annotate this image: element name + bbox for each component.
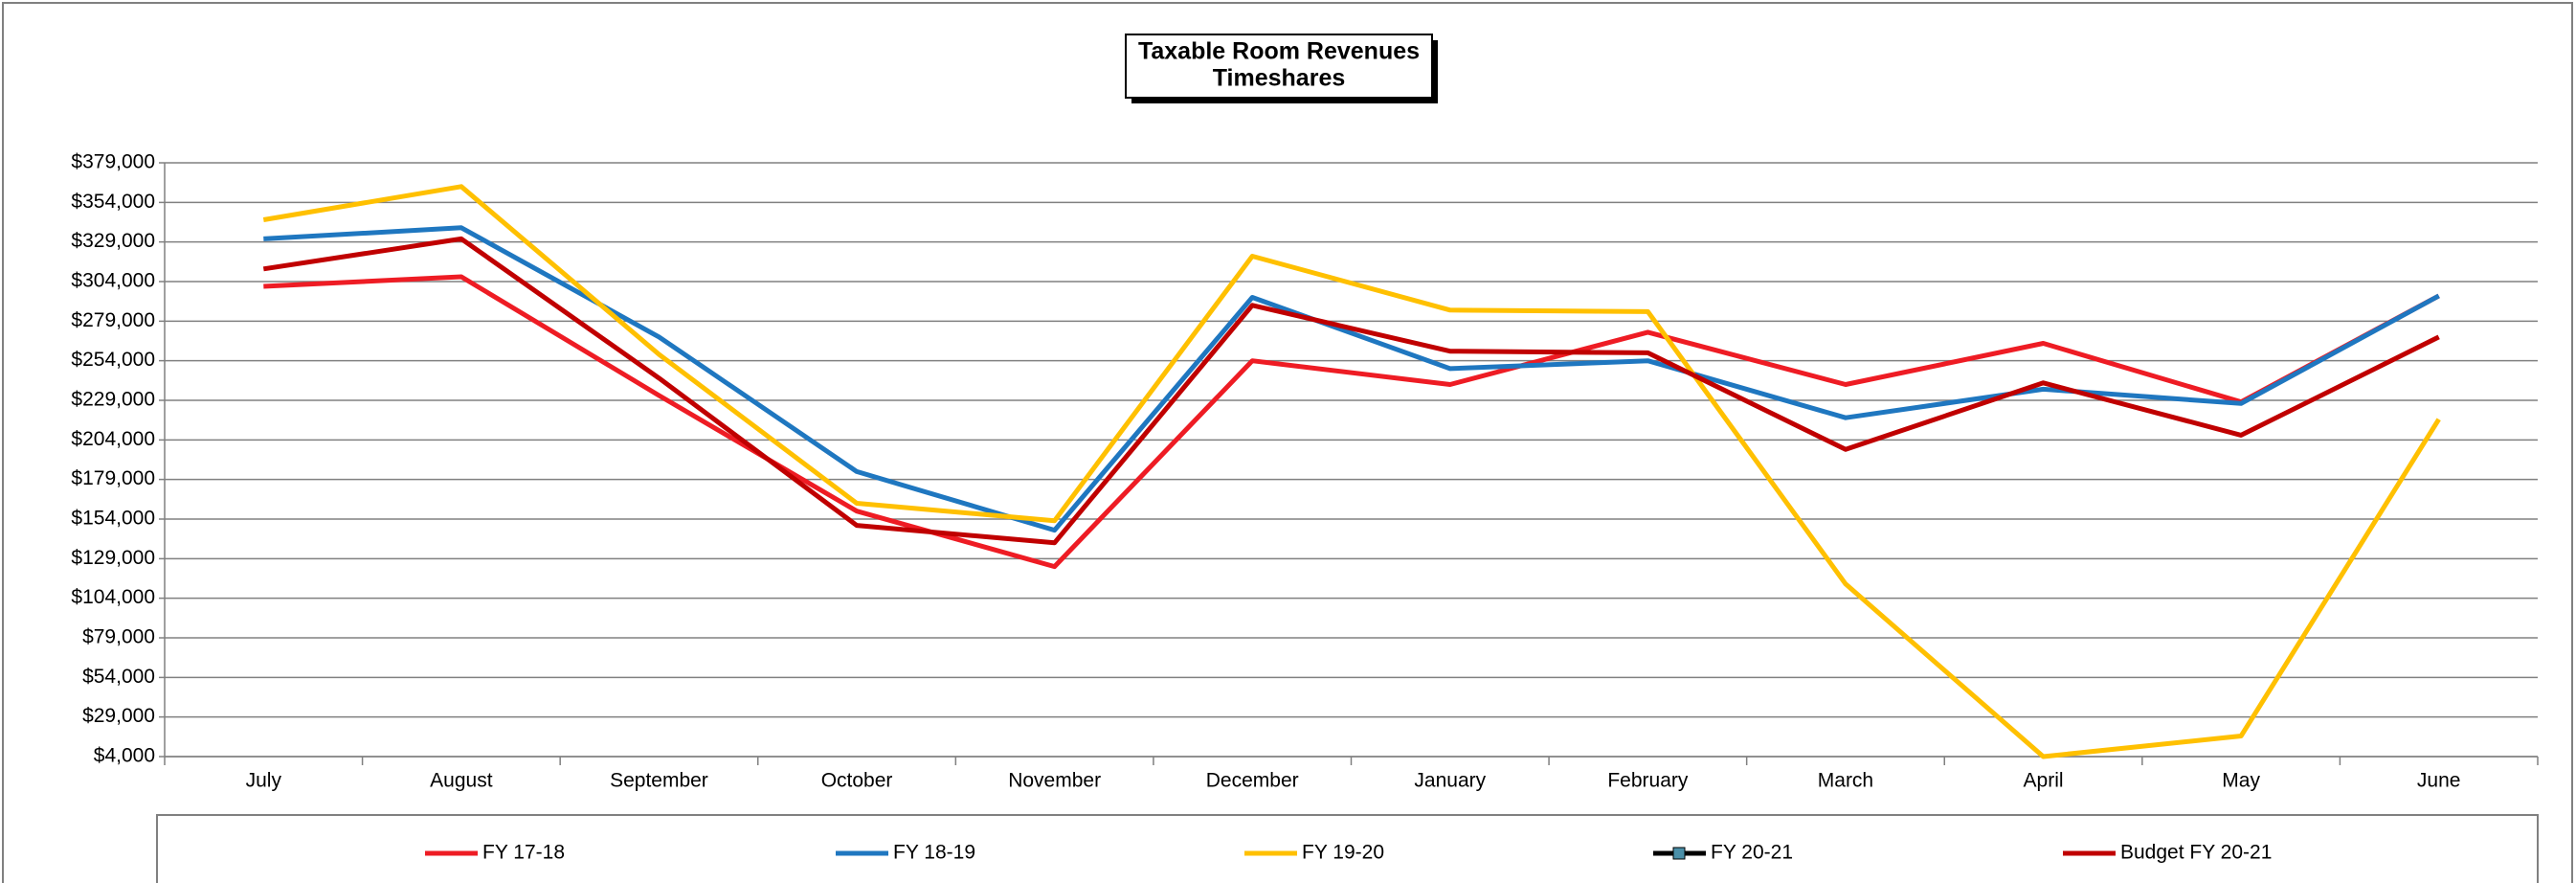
x-tick-label: July [246, 770, 282, 792]
y-tick-label: $154,000 [71, 508, 155, 530]
x-tick-label: April [2024, 770, 2064, 792]
legend-label: FY 17-18 [482, 842, 565, 864]
y-tick-label: $204,000 [71, 428, 155, 450]
y-tick-label: $104,000 [71, 586, 155, 608]
legend-label: FY 18-19 [893, 842, 975, 864]
y-tick-label: $79,000 [82, 626, 155, 648]
y-tick-label: $179,000 [71, 467, 155, 489]
y-tick-label: $29,000 [82, 705, 155, 727]
y-tick-label: $54,000 [82, 666, 155, 688]
x-tick-label: February [1607, 770, 1689, 792]
x-tick-label: October [821, 770, 893, 792]
title-box [1125, 34, 1433, 99]
legend-marker [1672, 847, 1686, 860]
x-tick-label: June [2417, 770, 2461, 792]
x-tick-label: December [1206, 770, 1299, 792]
series-line [263, 274, 2440, 570]
chart-title: Taxable Room Revenues [1138, 38, 1420, 65]
y-tick-label: $229,000 [71, 389, 155, 411]
y-tick-label: $279,000 [71, 309, 155, 331]
legend-box [156, 814, 2539, 883]
y-tick-label: $304,000 [71, 270, 155, 292]
y-tick-label: $4,000 [94, 745, 155, 767]
x-tick-label: September [610, 770, 708, 792]
y-tick-label: $354,000 [71, 191, 155, 213]
legend-label: FY 20-21 [1711, 842, 1793, 864]
x-tick-label: March [1818, 770, 1873, 792]
series-line [262, 236, 2440, 546]
y-tick-label: $379,000 [71, 151, 155, 173]
legend-label: Budget FY 20-21 [2120, 842, 2272, 864]
x-tick-label: August [430, 770, 493, 792]
x-tick-label: January [1414, 770, 1486, 792]
x-tick-label: November [1008, 770, 1101, 792]
y-tick-label: $254,000 [71, 349, 155, 371]
x-tick-label: May [2222, 770, 2260, 792]
y-tick-label: $329,000 [71, 230, 155, 252]
series-line [262, 184, 2441, 759]
chart-subtitle: Timeshares [1213, 65, 1346, 92]
y-tick-label: $129,000 [71, 547, 155, 569]
legend-label: FY 19-20 [1302, 842, 1384, 864]
